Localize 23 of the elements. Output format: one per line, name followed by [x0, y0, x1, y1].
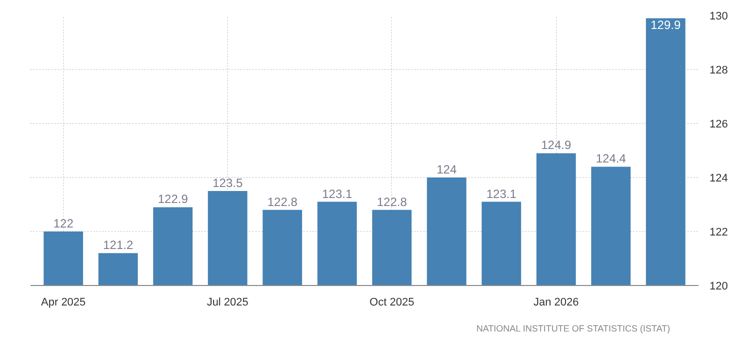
y-tick-label: 130 — [710, 10, 728, 22]
data-label: 122.9 — [158, 192, 188, 206]
text: NATIONAL INSTITUTE OF STATISTICS (ISTAT) — [476, 324, 670, 334]
x-tick-label: Apr 2025 — [41, 296, 86, 308]
data-label: 124 — [436, 162, 457, 176]
x-tick-label: Jan 2026 — [534, 296, 579, 308]
y-tick-label: 122 — [710, 226, 728, 238]
data-label: 122.8 — [267, 194, 298, 209]
data-label: 122.8 — [376, 194, 408, 209]
data-label: 124.9 — [541, 138, 572, 152]
data-label: 123.5 — [212, 176, 243, 190]
data-label: 122 — [53, 216, 74, 230]
y-tick-label: 126 — [710, 118, 728, 130]
y-tick-label: 120 — [710, 280, 728, 292]
data-label: 129.9 — [650, 18, 681, 32]
data-label: 123.1 — [322, 186, 352, 201]
y-tick-label: 128 — [710, 64, 728, 76]
x-tick-label: Jul 2025 — [206, 296, 248, 308]
data-label: 124.4 — [596, 152, 626, 166]
data-label: 121.2 — [103, 238, 134, 252]
data-label: 123.1 — [486, 186, 517, 201]
y-tick-label: 124 — [710, 172, 728, 184]
x-tick-label: Oct 2025 — [370, 296, 414, 308]
